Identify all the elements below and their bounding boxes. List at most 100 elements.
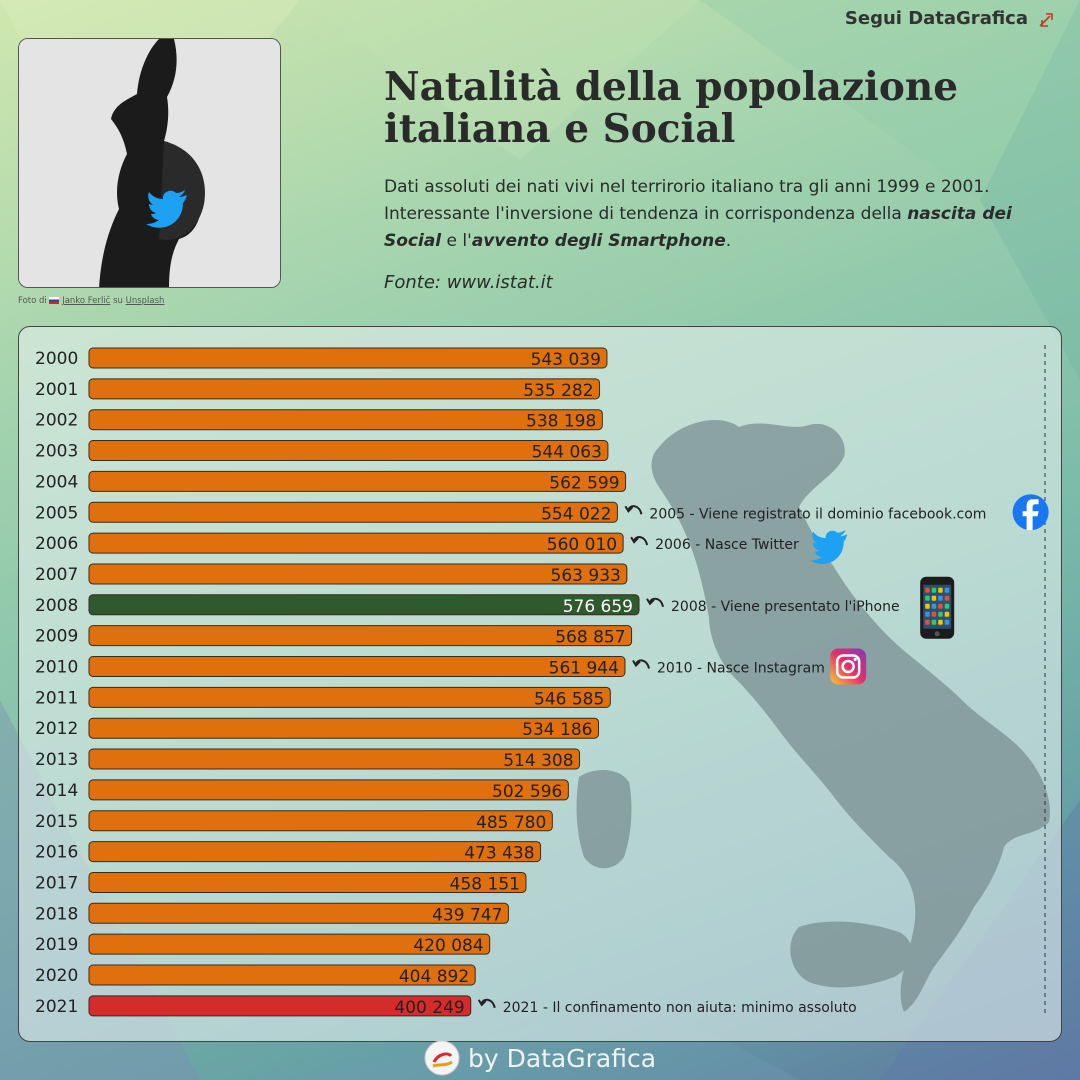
y-tick-label: 2015 [35, 812, 78, 832]
annotation-arrow-icon [630, 536, 649, 546]
y-tick-label: 2012 [35, 719, 78, 739]
bar [88, 686, 611, 708]
footer: by DataGrafica [0, 1036, 1080, 1080]
bar-value-label: 563 933 [551, 566, 621, 586]
y-tick-label: 2005 [35, 503, 78, 523]
bar [88, 532, 624, 554]
bar-value-label: 420 084 [413, 936, 483, 956]
y-tick-label: 2019 [35, 935, 78, 955]
bar-value-label: 562 599 [549, 473, 619, 493]
bar [88, 378, 601, 400]
follow-datagrafica[interactable]: Segui DataGrafica [845, 8, 1060, 29]
bar-value-label: 534 186 [522, 720, 592, 740]
bar-value-label: 546 585 [534, 689, 604, 709]
y-tick-label: 2003 [35, 442, 78, 462]
bar [88, 964, 476, 986]
italy-map [576, 419, 1050, 1013]
bar [88, 779, 569, 801]
desc-line-3-end: . [725, 231, 732, 251]
source-value[interactable]: : www.istat.it [434, 272, 553, 293]
share-icon [1039, 12, 1053, 27]
footer-label: by DataGrafica [467, 1043, 657, 1073]
facebook-icon [1012, 494, 1049, 531]
y-tick-label: 2011 [35, 688, 78, 708]
credit-mid: su [113, 296, 123, 306]
bar [88, 748, 581, 770]
credit-author-link[interactable]: Janko Ferlič [62, 296, 111, 306]
bar [88, 563, 628, 585]
bar-value-label: 458 151 [450, 874, 520, 894]
twitter-icon [146, 190, 187, 228]
description: Dati assoluti dei nati vivi nel terriror… [384, 174, 1054, 255]
credit-site-link[interactable]: Unsplash [125, 296, 165, 306]
bar-value-label: 404 892 [399, 967, 469, 987]
bar [88, 871, 527, 893]
bar [88, 501, 618, 523]
bar [88, 841, 542, 863]
photo-image [19, 39, 280, 287]
y-tick-label: 2016 [35, 843, 78, 863]
instagram-icon [830, 648, 867, 685]
annotation-label: 2006 - Nasce Twitter [655, 537, 799, 553]
y-tick-label: 2006 [35, 534, 78, 554]
source: Fonte: www.istat.it [384, 272, 553, 293]
annotation-arrow-icon [646, 597, 664, 608]
y-tick-label: 2017 [35, 873, 78, 893]
annotation-arrow-icon [477, 998, 496, 1009]
desc-line-2-emph: nascita dei [907, 204, 1012, 224]
bar-value-label: 439 747 [432, 905, 502, 925]
bar [88, 625, 633, 647]
desc-line-3-emph-b: avvento degli Smartphone [471, 231, 726, 251]
y-tick-label: 2013 [35, 750, 78, 770]
y-tick-label: 2010 [35, 658, 78, 678]
bar-value-label: 543 039 [531, 350, 601, 370]
annotation-label: 2005 - Viene registrato il dominio faceb… [649, 506, 986, 522]
bar-value-label: 473 438 [464, 844, 534, 864]
y-tick-label: 2007 [35, 565, 78, 585]
y-tick-label: 2018 [35, 904, 78, 924]
annotation-arrow-icon [632, 659, 650, 669]
desc-line-2-text: Interessante l'inversione di tendenza in… [384, 204, 908, 224]
annotation-label: 2021 - Il confinamento non aiuta: minimo… [503, 1000, 857, 1016]
bar [88, 594, 640, 616]
iphone-icon [920, 576, 955, 639]
follow-label: Segui DataGrafica [844, 8, 1028, 29]
page-title: Natalità della popolazione italiana e So… [384, 66, 1044, 150]
bar-value-label: 568 857 [555, 628, 625, 648]
source-label: Fonte [384, 272, 435, 293]
y-tick-label: 2008 [35, 596, 78, 616]
datagrafica-logo-icon [424, 1040, 460, 1076]
bar [88, 933, 491, 955]
annotation-arrow-icon [624, 505, 643, 515]
pregnant-woman-photo [18, 38, 281, 288]
bar-value-label: 576 659 [563, 597, 633, 617]
bar-value-label: 535 282 [523, 381, 593, 401]
bar [88, 995, 472, 1017]
title-line-1: Natalità della popolazione [384, 64, 959, 110]
flag-icon [49, 297, 60, 304]
bar-chart: 2000 543 039 2001 535 282 2002 538 198 2003 544… [35, 345, 1050, 1018]
title-line-2: italiana e Social [384, 106, 736, 152]
bar-value-label: 514 308 [503, 751, 573, 771]
bar [88, 717, 599, 739]
bar [88, 347, 608, 369]
photo-credit: Foto di Janko Ferlič su Unsplash [18, 296, 164, 306]
y-tick-label: 2002 [35, 411, 78, 431]
desc-line-3-emph-a: Social [384, 231, 442, 251]
desc-line-3: Social e l'avvento degli Smartphone. [384, 228, 1054, 255]
chart-panel: 2000 543 039 2001 535 282 2002 538 198 2003 544… [18, 326, 1062, 1042]
annotation-label: 2010 - Nasce Instagram [657, 661, 825, 677]
y-tick-label: 2001 [35, 380, 78, 400]
y-tick-label: 2004 [35, 472, 78, 492]
y-tick-label: 2021 [35, 997, 78, 1017]
bar [88, 656, 626, 677]
y-tick-label: 2009 [35, 627, 78, 647]
credit-prefix: Foto di [18, 296, 47, 306]
bar-value-label: 538 198 [526, 412, 596, 432]
bar-value-label: 400 249 [394, 998, 464, 1018]
bar [88, 440, 609, 462]
bar [88, 902, 509, 924]
bar-value-label: 561 944 [549, 659, 619, 679]
bar [88, 409, 603, 431]
annotation-label: 2008 - Viene presentato l'iPhone [671, 599, 900, 615]
